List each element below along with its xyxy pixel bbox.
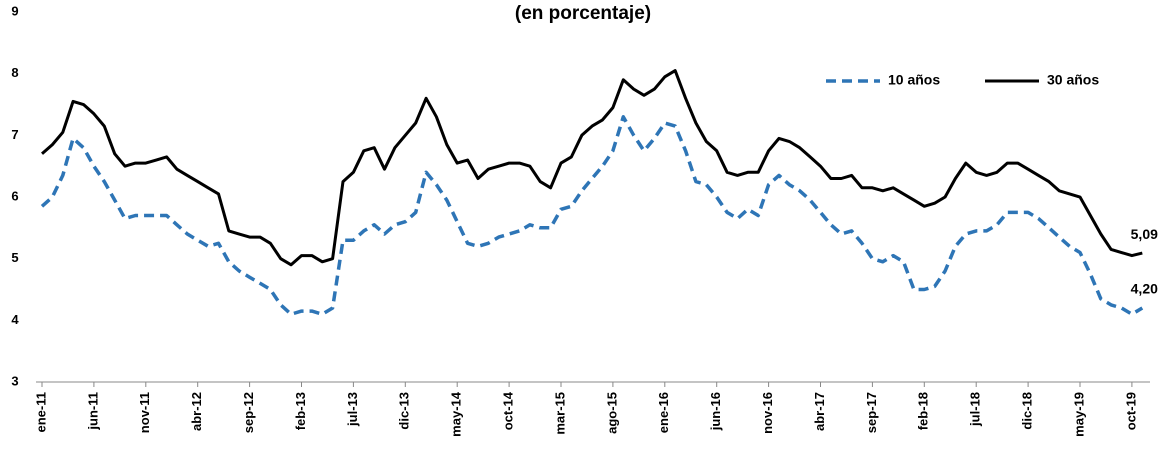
x-tick-label: may-19 xyxy=(1071,392,1086,437)
x-tick-label: oct-14 xyxy=(501,391,516,430)
x-tick-label: jun-16 xyxy=(708,392,723,431)
y-tick-label: 8 xyxy=(11,65,18,80)
x-tick-label: jul-13 xyxy=(345,392,360,427)
legend-label: 30 años xyxy=(1047,72,1099,88)
x-tick-label: feb-13 xyxy=(293,392,308,430)
chart-title: (en porcentaje) xyxy=(515,3,651,24)
line-series xyxy=(41,69,1143,267)
x-tick-label: dic-18 xyxy=(1020,392,1035,430)
x-tick-label: abr-12 xyxy=(189,392,204,431)
data-label: 4,20 xyxy=(1131,281,1158,297)
y-tick-label: 7 xyxy=(11,127,18,142)
x-tick-label: jul-18 xyxy=(968,392,983,427)
x-tick-label: may-14 xyxy=(449,391,464,437)
x-tick-label: sep-17 xyxy=(864,392,879,433)
line-series xyxy=(40,115,1144,316)
x-tick-label: ene-11 xyxy=(33,392,48,432)
y-tick-label: 3 xyxy=(11,373,18,388)
x-tick-label: ago-15 xyxy=(604,392,619,434)
y-tick-label: 6 xyxy=(11,188,18,203)
y-tick-label: 4 xyxy=(11,312,19,327)
data-label: 5,09 xyxy=(1131,226,1158,242)
x-tick-label: jun-11 xyxy=(85,392,100,431)
legend-label: 10 años xyxy=(888,72,940,88)
x-tick-label: ene-16 xyxy=(656,392,671,433)
x-tick-label: mar-15 xyxy=(552,392,567,435)
x-tick-label: dic-13 xyxy=(397,392,412,430)
y-tick-label: 9 xyxy=(11,3,18,18)
x-tick-label: oct-19 xyxy=(1123,392,1138,430)
x-tick-label: abr-17 xyxy=(812,392,827,431)
x-tick-label: feb-18 xyxy=(916,392,931,430)
y-tick-label: 5 xyxy=(11,250,18,265)
x-tick-label: nov-16 xyxy=(760,392,775,434)
x-tick-label: sep-12 xyxy=(241,392,256,433)
x-tick-label: nov-11 xyxy=(137,392,152,433)
